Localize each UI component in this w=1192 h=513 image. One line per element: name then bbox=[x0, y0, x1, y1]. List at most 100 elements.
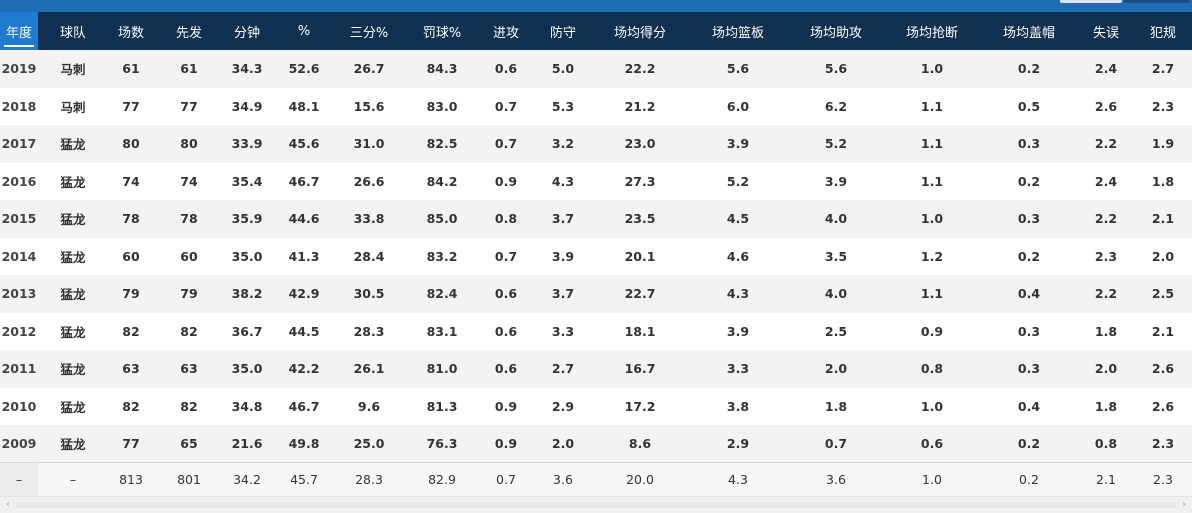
column-header-offense[interactable]: 进攻 bbox=[492, 25, 519, 41]
cell-bpg: 0.5 bbox=[1017, 98, 1041, 114]
cell-defense: 3.7 bbox=[551, 211, 575, 227]
cell-three-pct: 26.6 bbox=[353, 173, 385, 189]
column-header-team[interactable]: 球队 bbox=[59, 25, 86, 41]
cell-apg: 4.0 bbox=[824, 211, 848, 227]
scrollbar-thumb[interactable] bbox=[16, 502, 1176, 508]
column-header-three-pct[interactable]: 三分% bbox=[349, 25, 389, 41]
cell-games: 74 bbox=[122, 173, 140, 189]
cell-bpg: 0.2 bbox=[1017, 173, 1041, 189]
cell-spg: 1.1 bbox=[920, 136, 944, 152]
cell-apg: 3.5 bbox=[824, 248, 848, 264]
column-header-minutes[interactable]: 分钟 bbox=[233, 25, 260, 41]
cell-fg-pct: 45.6 bbox=[288, 136, 320, 152]
cell-year: 2012 bbox=[1, 323, 37, 339]
column-header-bpg[interactable]: 场均盖帽 bbox=[1002, 25, 1055, 41]
cell-fouls: 2.3 bbox=[1151, 98, 1175, 114]
cell-apg: 2.0 bbox=[824, 361, 848, 377]
chevron-left-icon[interactable]: ‹ bbox=[6, 499, 10, 510]
table-row: 2014 猛龙 60 60 35.0 41.3 28.4 83.2 0.7 3.9 20.1 4.6 3… bbox=[0, 237, 1192, 275]
column-header-ppg[interactable]: 场均得分 bbox=[613, 25, 666, 41]
cell-games: 77 bbox=[122, 436, 140, 452]
column-header-games[interactable]: 场数 bbox=[117, 25, 144, 41]
cell-starts: 60 bbox=[180, 248, 198, 264]
cell-year: 2014 bbox=[1, 248, 37, 264]
total-ft-pct: 82.9 bbox=[428, 472, 456, 487]
cell-fg-pct: 41.3 bbox=[288, 248, 320, 264]
total-starts: 801 bbox=[177, 472, 201, 487]
cell-spg: 1.1 bbox=[920, 173, 944, 189]
chevron-right-icon[interactable]: › bbox=[1182, 499, 1186, 510]
column-header-turnovers[interactable]: 失误 bbox=[1092, 25, 1119, 41]
cell-team: 猛龙 bbox=[60, 249, 86, 265]
column-header-apg[interactable]: 场均助攻 bbox=[809, 25, 862, 41]
cell-fg-pct: 44.6 bbox=[288, 211, 320, 227]
column-header-year[interactable]: 年度 bbox=[0, 12, 38, 50]
cell-apg: 2.5 bbox=[824, 323, 848, 339]
column-header-fg-pct[interactable]: % bbox=[297, 23, 311, 39]
cell-year: 2018 bbox=[1, 98, 37, 114]
cell-starts: 77 bbox=[180, 98, 198, 114]
table-header: 年度 球队 场数 先发 分钟% 三分% 罚球% 进攻 防守 场均得分 场均篮板 场均助攻 场均抢断 场均盖… bbox=[0, 12, 1192, 50]
cell-turnovers: 2.2 bbox=[1094, 211, 1118, 227]
cell-ppg: 16.7 bbox=[624, 361, 656, 377]
cell-three-pct: 9.6 bbox=[357, 398, 381, 414]
column-header-rpg[interactable]: 场均篮板 bbox=[711, 25, 764, 41]
cell-fg-pct: 44.5 bbox=[288, 323, 320, 339]
cell-spg: 1.0 bbox=[920, 61, 944, 77]
cell-ft-pct: 81.0 bbox=[426, 361, 458, 377]
cell-ppg: 22.7 bbox=[624, 286, 656, 302]
cell-defense: 3.3 bbox=[551, 323, 575, 339]
cell-apg: 4.0 bbox=[824, 286, 848, 302]
column-header-defense[interactable]: 防守 bbox=[549, 25, 576, 41]
cell-turnovers: 2.0 bbox=[1094, 361, 1118, 377]
total-team: – bbox=[69, 472, 77, 487]
cell-turnovers: 2.2 bbox=[1094, 286, 1118, 302]
horizontal-scrollbar[interactable]: ‹ › bbox=[0, 496, 1192, 513]
cell-team: 猛龙 bbox=[60, 362, 86, 378]
cell-year: 2010 bbox=[1, 398, 37, 414]
cell-defense: 5.0 bbox=[551, 61, 575, 77]
cell-team: 猛龙 bbox=[60, 437, 86, 453]
cell-games: 79 bbox=[122, 286, 140, 302]
cell-year: 2017 bbox=[1, 136, 37, 152]
column-header-starts[interactable]: 先发 bbox=[175, 25, 202, 41]
cell-fg-pct: 49.8 bbox=[288, 436, 320, 452]
cell-year: 2011 bbox=[1, 361, 37, 377]
cell-ft-pct: 83.2 bbox=[426, 248, 458, 264]
column-header-fouls[interactable]: 犯规 bbox=[1149, 25, 1176, 41]
total-minutes: 34.2 bbox=[233, 472, 261, 487]
cell-team: 猛龙 bbox=[60, 399, 86, 415]
cell-spg: 1.1 bbox=[920, 286, 944, 302]
cell-defense: 4.3 bbox=[551, 173, 575, 189]
cell-defense: 3.9 bbox=[551, 248, 575, 264]
cell-three-pct: 30.5 bbox=[353, 286, 385, 302]
column-header-spg[interactable]: 场均抢断 bbox=[905, 25, 958, 41]
table-row: 2011 猛龙 63 63 35.0 42.2 26.1 81.0 0.6 2.7 16.7 3.3 2… bbox=[0, 350, 1192, 388]
column-header-ft-pct[interactable]: 罚球% bbox=[422, 25, 462, 41]
cell-year: 2013 bbox=[1, 286, 37, 302]
cell-fouls: 1.9 bbox=[1151, 136, 1175, 152]
cell-fouls: 2.5 bbox=[1151, 286, 1175, 302]
total-spg: 1.0 bbox=[922, 472, 942, 487]
cell-rpg: 4.5 bbox=[726, 211, 750, 227]
cell-games: 77 bbox=[122, 98, 140, 114]
top-tab-left[interactable] bbox=[1060, 0, 1122, 3]
total-fg-pct: 45.7 bbox=[290, 472, 318, 487]
cell-minutes: 33.9 bbox=[231, 136, 263, 152]
cell-three-pct: 31.0 bbox=[353, 136, 385, 152]
cell-ft-pct: 84.2 bbox=[426, 173, 458, 189]
totals-row: – – 813 801 34.2 45.7 28.3 82.9 0.7 3.6 20.0 4.3 3.6… bbox=[0, 462, 1192, 496]
top-tab-right[interactable] bbox=[1124, 0, 1190, 3]
cell-fouls: 2.6 bbox=[1151, 398, 1175, 414]
top-strip bbox=[0, 0, 1192, 12]
cell-turnovers: 2.2 bbox=[1094, 136, 1118, 152]
cell-spg: 0.8 bbox=[920, 361, 944, 377]
cell-fg-pct: 42.9 bbox=[288, 286, 320, 302]
cell-ft-pct: 81.3 bbox=[426, 398, 458, 414]
cell-offense: 0.6 bbox=[494, 61, 518, 77]
cell-rpg: 3.9 bbox=[726, 323, 750, 339]
cell-ppg: 18.1 bbox=[624, 323, 656, 339]
cell-offense: 0.6 bbox=[494, 323, 518, 339]
cell-defense: 3.7 bbox=[551, 286, 575, 302]
cell-ppg: 27.3 bbox=[624, 173, 656, 189]
